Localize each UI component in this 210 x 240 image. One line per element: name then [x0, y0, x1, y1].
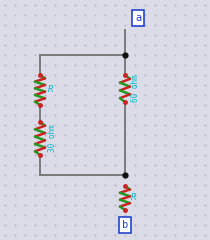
Text: 30 ohm: 30 ohm	[48, 125, 57, 152]
Text: R: R	[131, 193, 136, 203]
Text: R: R	[48, 85, 53, 95]
Text: 60 ohm: 60 ohm	[131, 75, 140, 102]
Text: b: b	[122, 220, 128, 230]
Text: a: a	[135, 13, 141, 23]
